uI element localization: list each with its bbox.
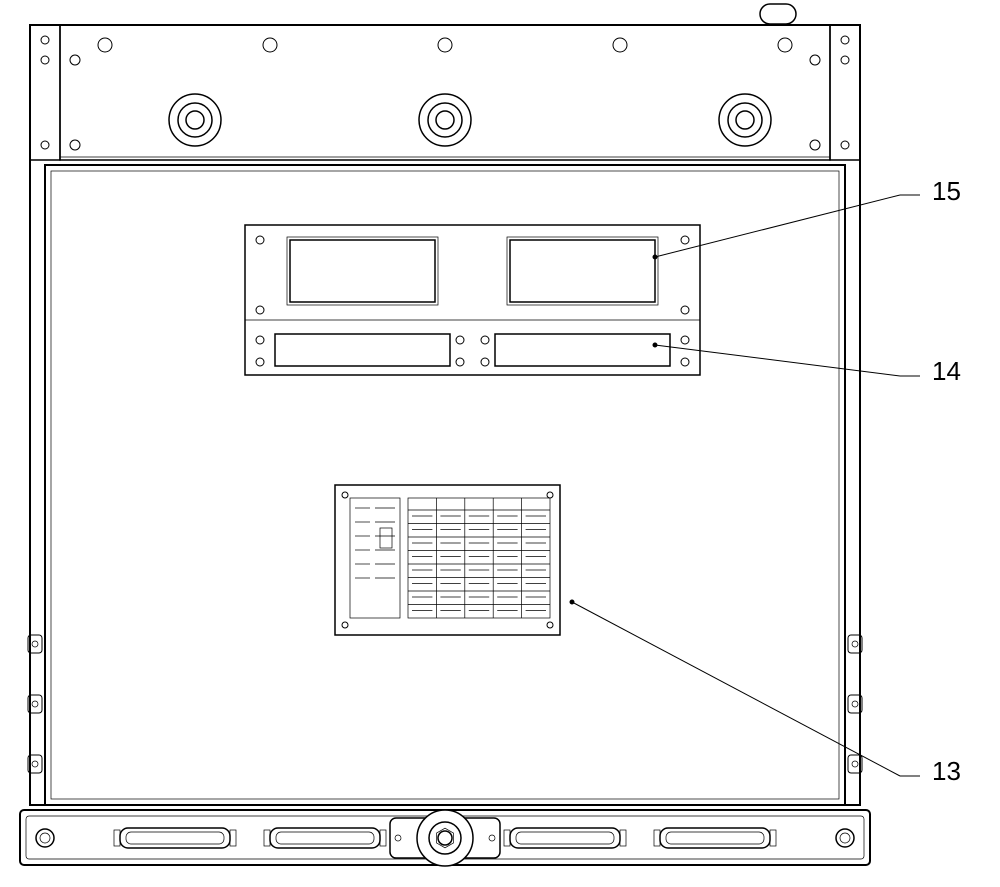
nameplate — [335, 485, 560, 635]
callout-label-13: 13 — [932, 756, 961, 786]
callout-13: 13 — [570, 600, 961, 786]
callout-label-15: 15 — [932, 176, 961, 206]
handle — [504, 828, 626, 848]
handle — [654, 828, 776, 848]
display-plate — [245, 225, 700, 375]
handle — [264, 828, 386, 848]
callout-label-14: 14 — [932, 356, 961, 386]
callout-15: 15 — [653, 176, 961, 259]
handle — [114, 828, 236, 848]
callout-14: 14 — [653, 343, 961, 386]
